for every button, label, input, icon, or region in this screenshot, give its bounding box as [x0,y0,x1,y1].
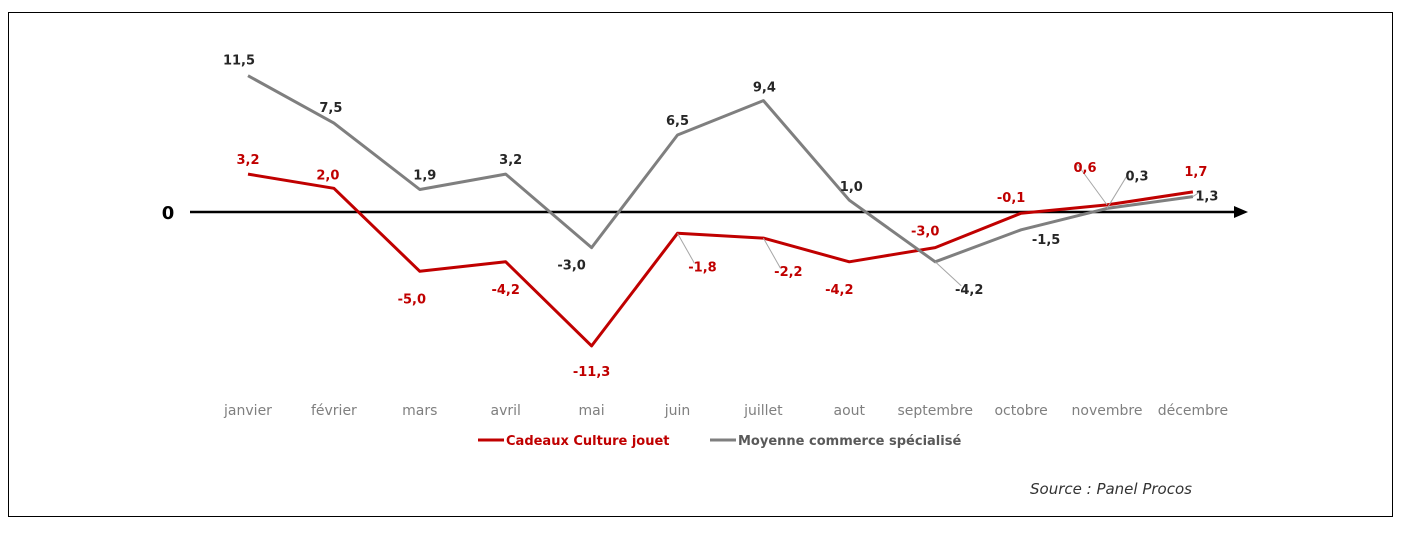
leader-line-0-6 [762,237,781,269]
data-label-0-9: -0,1 [997,191,1025,206]
x-tick-label: avril [490,403,520,419]
data-label-1-4: -3,0 [557,259,585,274]
data-label-1-0: 11,5 [223,54,255,69]
x-tick-label: mai [579,403,605,419]
data-label-0-6: -2,2 [774,265,802,280]
data-label-1-9: -1,5 [1032,233,1060,248]
data-label-1-3: 3,2 [499,153,522,168]
leader-line-1-8 [934,261,962,287]
data-label-0-0: 3,2 [236,153,259,168]
x-tick-label: février [311,403,357,419]
data-label-1-11: 1,3 [1195,190,1218,205]
axis-arrow-icon [1234,206,1248,218]
data-label-1-5: 6,5 [666,114,689,129]
data-label-1-7: 1,0 [840,180,863,195]
x-tick-label: décembre [1158,403,1228,419]
source-note: Source : Panel Procos [1030,480,1192,498]
zero-axis-label: 0 [162,203,175,224]
data-label-0-4: -11,3 [573,365,610,380]
x-tick-label: juin [664,403,691,419]
data-label-1-10: 0,3 [1125,169,1148,184]
x-tick-label: janvier [223,403,272,419]
x-tick-label: mars [402,403,437,419]
x-tick-label: octobre [994,403,1047,419]
data-label-0-3: -4,2 [491,283,519,298]
data-label-0-5: -1,8 [688,260,716,275]
data-label-1-6: 9,4 [753,81,776,96]
legend-label-0: Cadeaux Culture jouet [506,434,670,449]
data-label-0-8: -3,0 [911,225,939,240]
data-label-0-11: 1,7 [1184,165,1207,180]
data-label-0-10: 0,6 [1073,161,1096,176]
data-label-1-1: 7,5 [319,101,342,116]
leader-line-1-11 [1192,192,1200,198]
leader-line-0-10 [1076,163,1108,206]
legend-label-1: Moyenne commerce spécialisé [738,434,961,449]
data-label-0-1: 2,0 [316,168,339,183]
x-tick-label: aout [834,403,866,419]
data-label-1-2: 1,9 [413,168,436,183]
x-tick-label: juillet [743,403,783,419]
chart-frame [8,12,1393,517]
data-label-0-2: -5,0 [398,292,426,307]
data-label-1-8: -4,2 [955,283,983,298]
leader-line-1-10 [1106,172,1130,209]
leader-line-0-5 [677,233,695,264]
x-tick-label: septembre [897,403,972,419]
x-tick-label: novembre [1072,403,1143,419]
series-line-1 [247,74,1194,264]
data-label-0-7: -4,2 [825,283,853,298]
series-line-0 [247,172,1194,348]
